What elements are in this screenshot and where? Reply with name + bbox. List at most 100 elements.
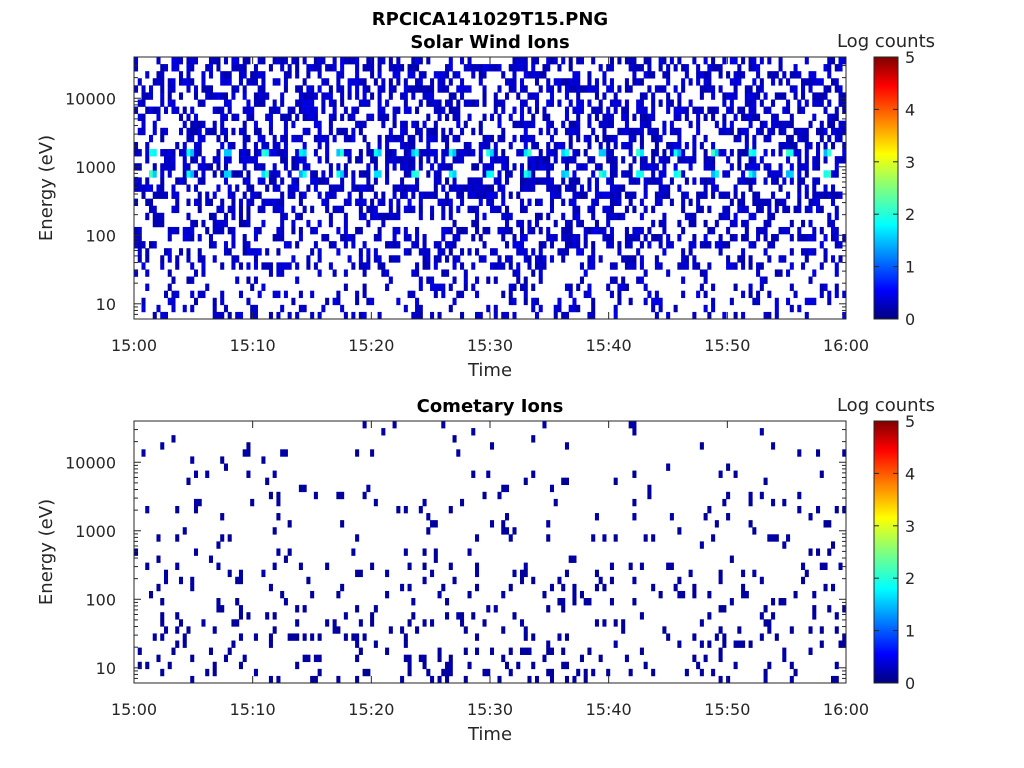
heatmap-cell: [426, 57, 431, 65]
heatmap-cell: [257, 85, 262, 93]
heatmap-cell: [703, 241, 708, 249]
y-tick-label: 10000: [65, 453, 116, 472]
heatmap-cell: [231, 241, 236, 249]
heatmap-cell: [175, 64, 180, 72]
heatmap-cell: [677, 184, 682, 192]
heatmap-cell: [347, 191, 352, 199]
heatmap-cell: [220, 120, 225, 129]
heatmap-cell: [632, 134, 637, 143]
heatmap-cell: [823, 156, 828, 164]
heatmap-cell: [561, 248, 566, 256]
heatmap-cell: [460, 619, 465, 627]
heatmap-cell: [486, 226, 491, 235]
heatmap-cell: [362, 421, 367, 429]
heatmap-cell: [478, 64, 483, 72]
heatmap-cell: [280, 590, 285, 599]
heatmap-cell: [763, 163, 768, 171]
heatmap-cell: [696, 78, 701, 86]
heatmap-cell: [812, 92, 817, 100]
heatmap-cell: [317, 71, 322, 79]
heatmap-cell: [534, 198, 540, 206]
heatmap-cell: [156, 534, 161, 542]
heatmap-cell: [576, 283, 581, 291]
heatmap-cell: [576, 177, 581, 185]
heatmap-cell: [549, 57, 555, 65]
heatmap-cell: [643, 177, 648, 185]
heatmap-cell: [407, 668, 412, 677]
heatmap-cell: [467, 141, 472, 150]
heatmap-cell: [831, 184, 836, 192]
heatmap-cell: [752, 113, 757, 122]
heatmap-cell: [519, 78, 525, 86]
heatmap-cell: [403, 304, 408, 313]
heatmap-cell: [699, 541, 704, 549]
heatmap-cell: [606, 106, 611, 114]
heatmap-cell: [392, 156, 397, 164]
heatmap-cell: [711, 92, 716, 100]
heatmap-cell: [358, 184, 363, 192]
heatmap-cell: [673, 64, 678, 72]
heatmap-cell: [561, 78, 566, 86]
heatmap-cell: [759, 78, 764, 86]
heatmap-cell: [313, 654, 318, 663]
heatmap-cell: [823, 191, 828, 199]
heatmap-cell: [527, 106, 532, 114]
heatmap-cell: [325, 134, 330, 143]
heatmap-cell: [302, 106, 307, 114]
heatmap-cell: [366, 64, 371, 72]
heatmap-cell: [238, 64, 243, 72]
heatmap-cell: [831, 226, 836, 235]
heatmap-cell: [478, 149, 483, 157]
heatmap-cell: [681, 149, 686, 157]
heatmap-cell: [358, 191, 363, 199]
heatmap-cell: [358, 99, 363, 107]
heatmap-cell: [441, 668, 446, 677]
heatmap-cell: [613, 191, 618, 199]
heatmap-cell: [834, 156, 839, 164]
heatmap-cell: [156, 654, 161, 663]
heatmap-cell: [145, 106, 150, 114]
heatmap-cell: [778, 78, 783, 86]
heatmap-cell: [493, 64, 498, 72]
heatmap-cell: [280, 177, 285, 185]
heatmap-cell: [538, 269, 543, 277]
x-tick-label: 15:40: [586, 700, 632, 719]
heatmap-cell: [576, 113, 581, 122]
heatmap-cell: [190, 57, 195, 65]
heatmap-cell: [445, 598, 450, 606]
heatmap-cell: [231, 205, 236, 214]
heatmap-cell: [272, 177, 277, 185]
heatmap-cell: [624, 191, 629, 199]
heatmap-cell: [433, 283, 438, 291]
heatmap-cell: [789, 661, 794, 670]
heatmap-cell: [744, 177, 749, 185]
heatmap-cell: [377, 234, 382, 242]
heatmap-cell: [711, 177, 716, 185]
heatmap-cell: [463, 149, 468, 157]
heatmap-cell: [748, 241, 753, 249]
heatmap-cell: [587, 141, 592, 150]
heatmap-cell: [250, 78, 255, 86]
heatmap-cell: [145, 198, 150, 206]
heatmap-cell: [621, 283, 626, 291]
heatmap-cell: [366, 484, 371, 493]
heatmap-cell: [321, 177, 326, 185]
heatmap-cell: [190, 78, 195, 86]
heatmap-cell: [452, 435, 457, 443]
heatmap-cell: [696, 113, 701, 122]
heatmap-cell: [250, 304, 255, 313]
heatmap-cell: [231, 141, 236, 150]
heatmap-cell: [456, 226, 461, 235]
heatmap-cell: [388, 92, 393, 100]
heatmap-cell: [426, 113, 431, 122]
heatmap-cell: [242, 219, 247, 228]
heatmap-cell: [366, 99, 371, 107]
heatmap-cell: [205, 470, 210, 478]
heatmap-cell: [231, 234, 236, 242]
heatmap-cell: [763, 477, 768, 486]
heatmap-cell: [782, 541, 787, 549]
heatmap-cell: [486, 668, 491, 677]
heatmap-cell: [261, 163, 266, 171]
heatmap-cell: [831, 234, 836, 242]
